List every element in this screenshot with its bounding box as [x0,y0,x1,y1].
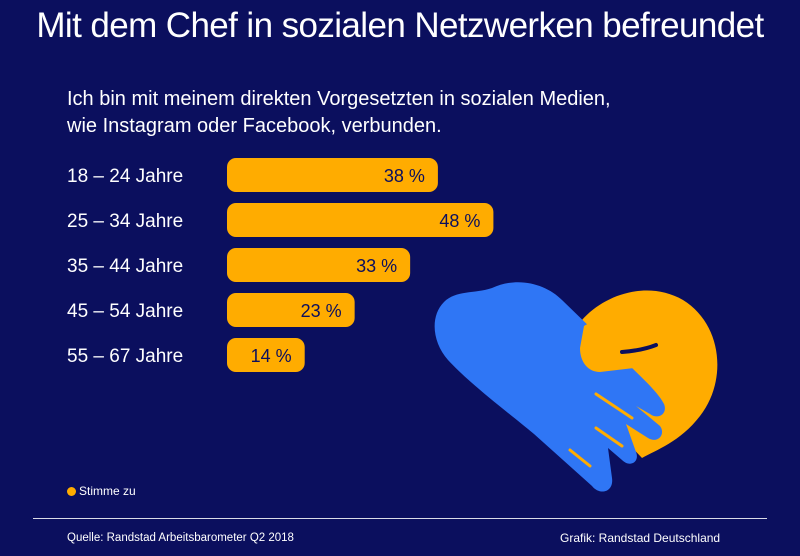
footer-divider [33,518,767,519]
bar [227,248,411,282]
bar [227,158,438,192]
bar-chart: 18 – 24 Jahre 38 % 25 – 34 Jahre 48 % 35 – 4… [67,158,494,372]
chart-title: Mit dem Chef in sozialen Netzwerken befr… [36,6,764,45]
chart-subtitle: Ich bin mit meinem direkten Vorgesetzten… [67,86,667,140]
bar-value-label: 33 % [356,256,397,276]
legend: Stimme zu [67,484,136,498]
category-label: 35 – 44 Jahre [67,256,183,277]
subtitle-line-2: wie Instagram oder Facebook, verbunden. [67,115,442,137]
bar-value-label: 23 % [301,301,342,321]
category-label: 45 – 54 Jahre [67,301,183,322]
bar [227,293,355,327]
handshake-heart-icon [434,282,718,492]
bar [227,203,494,237]
source-note: Quelle: Randstad Arbeitsbarometer Q2 201… [67,532,294,544]
blue-hand-shape [434,282,665,492]
yellow-thumb-shape [580,321,648,372]
legend-label: Stimme zu [79,484,136,498]
finger-line-3 [568,448,592,468]
bar-value-label: 14 % [251,346,292,366]
legend-swatch [67,486,76,496]
bar-value-label: 38 % [384,166,425,186]
category-label: 18 – 24 Jahre [67,166,183,187]
category-label: 55 – 67 Jahre [67,346,183,367]
credit-note: Grafik: Randstad Deutschland [560,531,721,545]
finger-line-2 [594,426,624,448]
subtitle-line-1: Ich bin mit meinem direkten Vorgesetzten… [67,88,611,110]
finger-line-1 [594,392,634,420]
category-label: 25 – 34 Jahre [67,211,183,232]
thumb-line [620,343,658,354]
bar [227,338,305,372]
bar-value-label: 48 % [439,211,480,231]
